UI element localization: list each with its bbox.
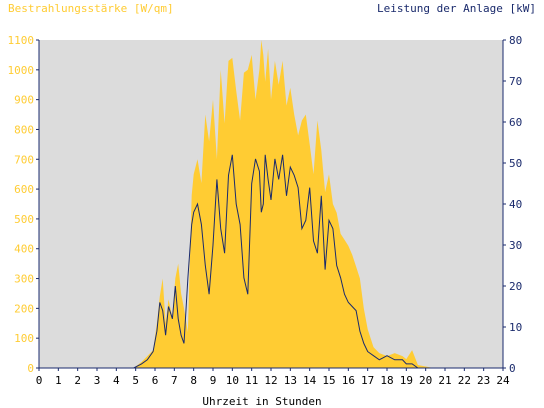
x-tick-label: 20 — [419, 374, 432, 387]
x-tick-label: 1 — [55, 374, 62, 387]
x-axis-title: Uhrzeit in Stunden — [202, 395, 321, 408]
irradiance-area — [39, 40, 503, 368]
x-tick-label: 3 — [94, 374, 101, 387]
left-tick-label: 900 — [14, 94, 34, 107]
left-y-ticks: 0 100 200 300 400 500 600 700 800 900 1000 1100 — [8, 34, 39, 375]
left-tick-label: 1000 — [8, 64, 35, 77]
right-tick-label: 30 — [509, 239, 522, 252]
x-tick-label: 8 — [190, 374, 197, 387]
x-tick-label: 5 — [132, 374, 139, 387]
right-tick-label: 80 — [509, 34, 522, 47]
left-tick-label: 500 — [14, 213, 34, 226]
x-tick-label: 9 — [210, 374, 217, 387]
x-tick-label: 17 — [361, 374, 374, 387]
x-tick-label: 13 — [284, 374, 297, 387]
right-axis-title: Leistung der Anlage [kW] — [377, 2, 536, 15]
x-tick-label: 23 — [477, 374, 490, 387]
left-tick-label: 800 — [14, 123, 34, 136]
x-tick-label: 2 — [74, 374, 81, 387]
left-tick-label: 400 — [14, 243, 34, 256]
x-tick-label: 21 — [438, 374, 451, 387]
left-tick-label: 600 — [14, 183, 34, 196]
x-tick-label: 0 — [36, 374, 43, 387]
right-tick-label: 70 — [509, 75, 522, 88]
left-tick-label: 100 — [14, 332, 34, 345]
right-tick-label: 40 — [509, 198, 522, 211]
right-tick-label: 10 — [509, 321, 522, 334]
x-tick-label: 11 — [245, 374, 258, 387]
power-line — [39, 154, 503, 369]
left-tick-label: 700 — [14, 153, 34, 166]
left-tick-label: 0 — [27, 362, 34, 375]
left-tick-label: 200 — [14, 302, 34, 315]
x-tick-label: 16 — [342, 374, 355, 387]
x-tick-label: 4 — [113, 374, 120, 387]
x-tick-label: 22 — [458, 374, 471, 387]
x-tick-label: 12 — [264, 374, 277, 387]
left-axis-title: Bestrahlungsstärke [W/qm] — [8, 2, 174, 15]
right-tick-label: 50 — [509, 157, 522, 170]
right-tick-label: 20 — [509, 280, 522, 293]
right-tick-label: 60 — [509, 116, 522, 129]
left-tick-label: 300 — [14, 273, 34, 286]
power-series — [39, 154, 503, 369]
left-tick-label: 1100 — [8, 34, 35, 47]
x-tick-label: 7 — [171, 374, 178, 387]
x-tick-label: 14 — [303, 374, 317, 387]
right-y-ticks: 0 10 20 30 40 50 60 70 80 — [503, 34, 522, 375]
right-tick-label: 0 — [509, 362, 516, 375]
x-tick-label: 18 — [380, 374, 393, 387]
x-tick-label: 24 — [496, 374, 510, 387]
x-tick-label: 19 — [400, 374, 413, 387]
x-tick-label: 15 — [322, 374, 335, 387]
x-ticks: 0 1 2 3 4 5 6 7 8 9 10 11 12 13 14 15 16 17 18 19 20 21 22 23 24 — [36, 368, 510, 387]
irradiance-series — [39, 40, 503, 368]
x-tick-label: 10 — [226, 374, 239, 387]
x-tick-label: 6 — [152, 374, 159, 387]
